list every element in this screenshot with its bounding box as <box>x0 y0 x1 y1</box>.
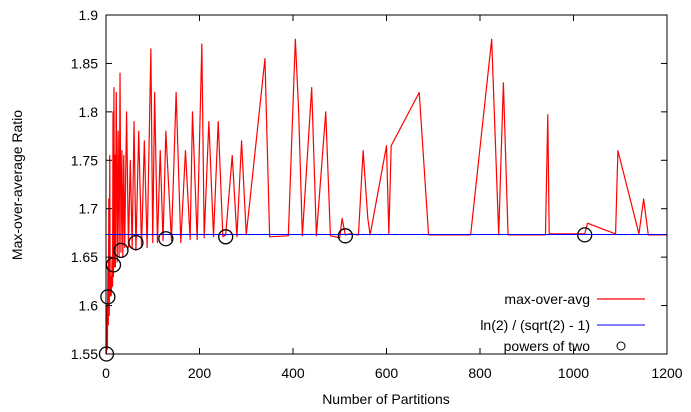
x-tick-label: 200 <box>188 365 212 381</box>
y-tick-label: 1.6 <box>79 298 99 314</box>
x-tick-label: 1200 <box>651 365 682 381</box>
legend-label: max-over-avg <box>504 291 590 307</box>
x-axis-title: Number of Partitions <box>322 391 450 407</box>
legend-label: ln(2) / (sqrt(2) - 1) <box>480 317 590 333</box>
legend-marker <box>616 341 626 351</box>
powers-of-two-point <box>337 228 354 244</box>
x-tick-label: 0 <box>102 365 110 381</box>
legend-label: powers of two <box>504 338 591 354</box>
legend-item-max-over-avg: max-over-avg <box>504 291 645 307</box>
y-tick-label: 1.7 <box>79 201 99 217</box>
x-tick-label: 800 <box>468 365 492 381</box>
y-tick-label: 1.9 <box>79 7 99 23</box>
y-tick-label: 1.55 <box>71 346 98 362</box>
y-tick-label: 1.65 <box>71 249 98 265</box>
x-tick-label: 600 <box>375 365 399 381</box>
series-max-over-avg-line <box>106 38 667 354</box>
plot-data <box>98 38 667 362</box>
x-tick-label: 1000 <box>558 365 589 381</box>
y-axis: 1.55 1.6 1.65 1.7 1.75 1.8 1.85 1.9 <box>71 7 667 362</box>
y-tick-label: 1.75 <box>71 152 98 168</box>
y-axis-title: Max-over-average Ratio <box>9 110 25 260</box>
powers-of-two-point <box>128 234 144 251</box>
legend: max-over-avg ln(2) / (sqrt(2) - 1) power… <box>480 291 645 354</box>
powers-of-two-point <box>113 242 129 259</box>
x-axis: 0 200 400 600 800 1000 1200 <box>102 15 683 381</box>
legend-item-ln2-constant: ln(2) / (sqrt(2) - 1) <box>480 317 645 333</box>
powers-of-two-point <box>158 231 174 247</box>
powers-of-two-point <box>100 289 116 305</box>
powers-of-two-point <box>218 229 234 245</box>
powers-of-two-point <box>577 227 593 243</box>
x-tick-label: 400 <box>281 365 305 381</box>
y-tick-label: 1.8 <box>79 104 99 120</box>
y-tick-label: 1.85 <box>71 55 98 71</box>
legend-item-powers-of-two: powers of two <box>504 338 626 354</box>
